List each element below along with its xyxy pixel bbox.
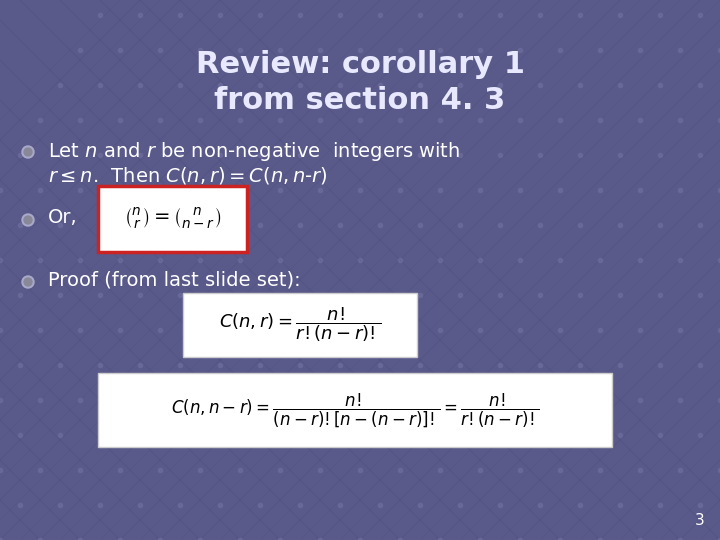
- Text: Or,: Or,: [48, 208, 78, 227]
- FancyBboxPatch shape: [98, 186, 247, 252]
- Text: $C(n,r) = \dfrac{n!}{r!(n-r)!}$: $C(n,r) = \dfrac{n!}{r!(n-r)!}$: [219, 306, 382, 345]
- Circle shape: [22, 276, 34, 288]
- Text: Let $n$ and $r$ be non-negative  integers with: Let $n$ and $r$ be non-negative integers…: [48, 140, 460, 163]
- Circle shape: [22, 146, 34, 158]
- FancyBboxPatch shape: [98, 373, 612, 447]
- Text: Proof (from last slide set):: Proof (from last slide set):: [48, 270, 301, 289]
- Circle shape: [22, 214, 34, 226]
- Text: 3: 3: [696, 513, 705, 528]
- Circle shape: [24, 278, 32, 286]
- Text: $\binom{n}{r} = \binom{n}{n-r}$: $\binom{n}{r} = \binom{n}{n-r}$: [124, 205, 221, 230]
- Circle shape: [24, 216, 32, 224]
- Circle shape: [24, 148, 32, 156]
- FancyBboxPatch shape: [183, 293, 417, 357]
- Text: Review: corollary 1
from section 4. 3: Review: corollary 1 from section 4. 3: [196, 50, 524, 115]
- Text: $C(n,n-r) = \dfrac{n!}{(n-r)!\left[n-(n-r)\right]!} = \dfrac{n!}{r!(n-r)!}$: $C(n,n-r) = \dfrac{n!}{(n-r)!\left[n-(n-…: [171, 391, 539, 429]
- Text: $r \leq n$.  Then $C(n,r) = C(n,n\text{-}r)$: $r \leq n$. Then $C(n,r) = C(n,n\text{-}…: [48, 165, 328, 186]
